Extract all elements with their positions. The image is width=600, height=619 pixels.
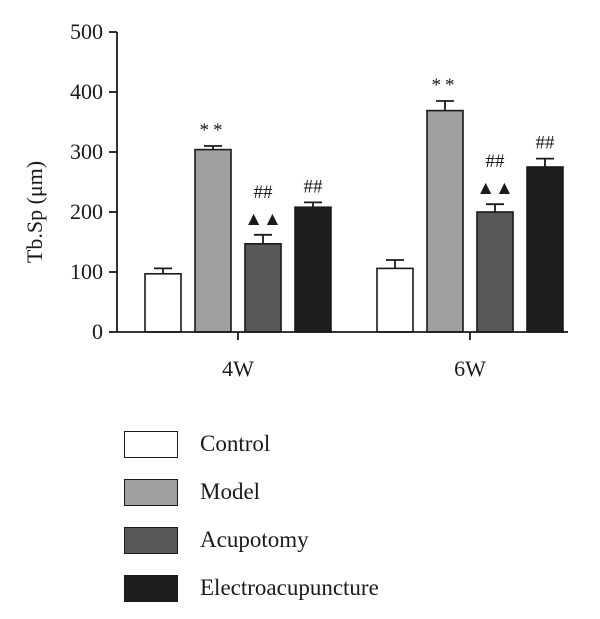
annotation-0-1-0: ** (200, 120, 227, 141)
y-tick-label-0: 0 (92, 319, 103, 344)
y-tick-label-2: 200 (70, 199, 103, 224)
legend-label-1: Model (200, 479, 261, 504)
legend: Control Model Acupotomy Electroacupuncture (124, 420, 379, 612)
bar-chart: 0 100 200 300 400 500 ** ## ▲▲ ## ** ## ▲▲ ## 4W 6W T… (22, 19, 568, 381)
legend-item-0: Control (124, 420, 379, 468)
y-tick-label-5: 500 (70, 19, 103, 44)
legend-label-2: Acupotomy (200, 527, 309, 552)
bar-1-2 (476, 211, 514, 333)
bar-0-2 (244, 243, 282, 333)
legend-swatch-1 (124, 478, 178, 506)
annotation-0-2-0: ## (254, 182, 274, 203)
annotation-1-2-0: ## (486, 151, 506, 172)
bar-0-3 (294, 206, 332, 333)
bar-1-3 (526, 166, 564, 333)
y-axis: 0 100 200 300 400 500 (70, 19, 118, 344)
legend-item-2: Acupotomy (124, 516, 379, 564)
bar-0-0 (144, 272, 182, 333)
x-tick-label-1: 6W (454, 356, 486, 381)
bar-1-1 (426, 109, 464, 333)
bar-0-1 (194, 148, 232, 333)
legend-item-1: Model (124, 468, 379, 516)
legend-swatch-2 (124, 526, 178, 554)
legend-label-3: Electroacupuncture (200, 575, 379, 600)
y-tick-label-3: 300 (70, 139, 103, 164)
x-tick-label-0: 4W (222, 356, 254, 381)
x-axis: 4W 6W (117, 331, 568, 381)
annotation-1-2-1: ▲▲ (476, 178, 514, 199)
y-tick-label-1: 100 (70, 259, 103, 284)
annotation-0-3-0: ## (304, 176, 324, 197)
legend-label-0: Control (200, 431, 271, 456)
y-axis-title: Tb.Sp (μm) (22, 161, 47, 263)
legend-item-3: Electroacupuncture (124, 564, 379, 612)
y-tick-label-4: 400 (70, 79, 103, 104)
annotation-1-1-0: ** (432, 75, 459, 96)
bars: ** ## ▲▲ ## ** ## ▲▲ ## (144, 75, 564, 333)
legend-swatch-0 (124, 430, 178, 458)
legend-swatch-3 (124, 574, 178, 602)
annotation-0-2-1: ▲▲ (244, 209, 282, 230)
bar-1-0 (376, 267, 414, 333)
annotation-1-3-0: ## (536, 133, 556, 154)
